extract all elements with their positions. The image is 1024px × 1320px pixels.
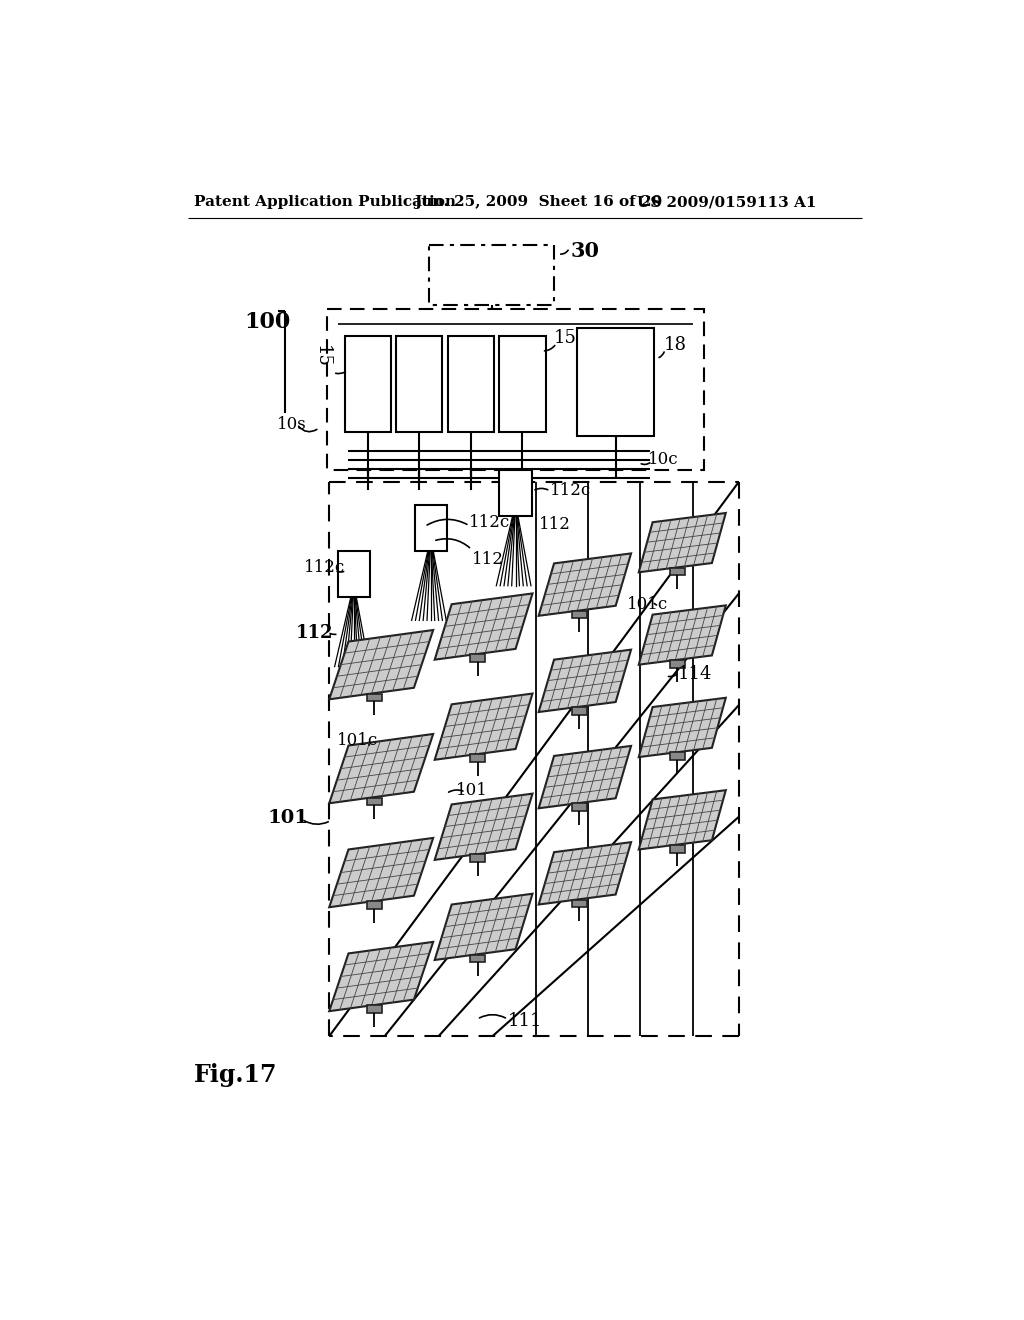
Text: 111: 111 — [508, 1011, 543, 1030]
Bar — [327, 309, 705, 470]
Text: 100: 100 — [245, 312, 291, 333]
Text: 101c: 101c — [628, 595, 669, 612]
Text: 101c: 101c — [337, 733, 378, 748]
Text: 15: 15 — [553, 330, 577, 347]
Text: 18: 18 — [664, 335, 686, 354]
Text: Patent Application Publication: Patent Application Publication — [194, 195, 456, 210]
Text: 10c: 10c — [648, 451, 679, 469]
Polygon shape — [330, 734, 433, 804]
Text: 112c: 112c — [550, 482, 592, 499]
Polygon shape — [639, 606, 726, 665]
Bar — [571, 611, 587, 619]
Polygon shape — [639, 513, 726, 573]
Bar — [415, 506, 447, 552]
Polygon shape — [539, 649, 631, 711]
Text: Fig.17: Fig.17 — [194, 1063, 278, 1088]
Bar — [470, 655, 485, 663]
Polygon shape — [539, 553, 631, 615]
Bar — [470, 755, 485, 762]
Bar — [367, 902, 382, 909]
Text: 101: 101 — [267, 809, 308, 828]
Text: 112c: 112c — [304, 558, 345, 576]
Text: 114: 114 — [677, 665, 712, 682]
Polygon shape — [539, 746, 631, 808]
Text: 101: 101 — [456, 781, 487, 799]
Bar — [470, 954, 485, 962]
Bar — [338, 552, 370, 597]
Polygon shape — [330, 630, 433, 700]
Polygon shape — [435, 793, 532, 859]
Bar — [670, 845, 685, 853]
Bar — [367, 797, 382, 805]
Bar — [670, 752, 685, 760]
Bar — [571, 708, 587, 714]
Bar — [447, 335, 494, 432]
Text: 15: 15 — [312, 345, 331, 367]
Bar — [396, 335, 442, 432]
Text: 112c: 112c — [469, 515, 511, 531]
Polygon shape — [330, 942, 433, 1011]
Bar — [571, 804, 587, 810]
Text: US 2009/0159113 A1: US 2009/0159113 A1 — [637, 195, 817, 210]
Bar — [367, 693, 382, 701]
Bar — [470, 854, 485, 862]
Bar — [578, 327, 654, 436]
Bar — [670, 568, 685, 576]
Bar — [670, 660, 685, 668]
Bar — [500, 335, 546, 432]
Bar — [500, 470, 531, 516]
Bar — [429, 244, 554, 305]
Text: 112: 112 — [539, 516, 570, 533]
Text: 10s: 10s — [276, 416, 306, 433]
Text: 112: 112 — [472, 552, 504, 568]
Polygon shape — [539, 842, 631, 904]
Polygon shape — [435, 894, 532, 960]
Bar — [345, 335, 391, 432]
Text: 30: 30 — [571, 240, 600, 261]
Polygon shape — [435, 594, 532, 660]
Bar — [571, 899, 587, 907]
Bar — [367, 1006, 382, 1014]
Polygon shape — [639, 698, 726, 758]
Polygon shape — [639, 791, 726, 850]
Text: 112: 112 — [296, 624, 334, 643]
Polygon shape — [330, 838, 433, 907]
Polygon shape — [435, 693, 532, 760]
Text: Jun. 25, 2009  Sheet 16 of 20: Jun. 25, 2009 Sheet 16 of 20 — [414, 195, 663, 210]
